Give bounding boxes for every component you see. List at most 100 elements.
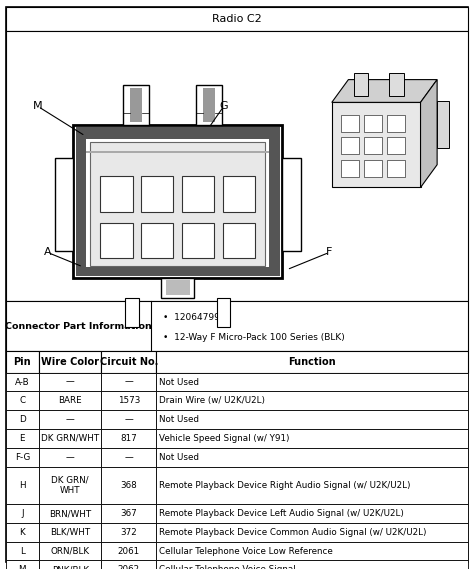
Bar — [387, 160, 405, 178]
Bar — [6, 351, 39, 373]
Text: 368: 368 — [120, 481, 137, 490]
Text: Remote Playback Device Common Audio Signal (w/ U2K/U2L): Remote Playback Device Common Audio Sign… — [159, 528, 427, 537]
Bar — [6, 7, 468, 31]
Bar — [101, 373, 156, 391]
Bar — [39, 504, 101, 523]
Bar — [6, 448, 39, 467]
Text: J: J — [21, 509, 24, 518]
Bar — [354, 73, 368, 96]
Bar — [101, 560, 156, 569]
Text: Cellular Telephone Voice Signal: Cellular Telephone Voice Signal — [159, 566, 296, 569]
Bar — [123, 85, 149, 125]
Text: E: E — [19, 434, 25, 443]
Bar — [364, 115, 382, 132]
Bar — [156, 467, 468, 504]
Text: Connector Part Information: Connector Part Information — [5, 321, 152, 331]
Text: Cellular Telephone Voice Low Reference: Cellular Telephone Voice Low Reference — [159, 547, 333, 555]
Bar — [39, 542, 101, 560]
Bar — [141, 223, 173, 258]
Bar — [101, 391, 156, 410]
Bar — [6, 391, 39, 410]
Bar — [125, 298, 138, 327]
Bar — [6, 301, 468, 351]
Text: —: — — [124, 453, 133, 461]
Text: M: M — [33, 101, 43, 112]
Bar — [90, 142, 265, 266]
Text: Drain Wire (w/ U2K/U2L): Drain Wire (w/ U2K/U2L) — [159, 397, 265, 405]
Bar — [6, 429, 39, 448]
Bar — [101, 448, 156, 467]
Text: —: — — [124, 378, 133, 386]
Bar — [182, 176, 214, 212]
Bar — [332, 102, 420, 188]
Bar — [101, 410, 156, 429]
Text: M: M — [18, 566, 26, 569]
Text: Function: Function — [288, 357, 336, 367]
Bar — [101, 351, 156, 373]
Text: —: — — [66, 415, 74, 424]
Bar — [196, 85, 222, 125]
Bar — [156, 391, 468, 410]
Bar — [39, 351, 101, 373]
Text: G: G — [219, 101, 228, 112]
Bar — [101, 523, 156, 542]
Text: •  12064799: • 12064799 — [163, 312, 220, 321]
Text: 817: 817 — [120, 434, 137, 443]
Bar — [6, 31, 468, 301]
Text: 2061: 2061 — [118, 547, 140, 555]
Text: A: A — [44, 248, 51, 257]
Text: D: D — [19, 415, 26, 424]
Bar — [130, 88, 142, 122]
Text: BARE: BARE — [58, 397, 82, 405]
Text: Vehicle Speed Signal (w/ Y91): Vehicle Speed Signal (w/ Y91) — [159, 434, 290, 443]
Bar — [6, 560, 39, 569]
Bar — [390, 73, 404, 96]
Text: Remote Playback Device Left Audio Signal (w/ U2K/U2L): Remote Playback Device Left Audio Signal… — [159, 509, 404, 518]
Bar — [6, 504, 39, 523]
Text: Circuit No.: Circuit No. — [100, 357, 158, 367]
Text: 1573: 1573 — [118, 397, 140, 405]
Bar — [156, 542, 468, 560]
Bar — [341, 138, 359, 155]
Bar — [156, 560, 468, 569]
Bar — [39, 410, 101, 429]
Text: F-G: F-G — [15, 453, 30, 461]
Bar — [6, 373, 39, 391]
Bar — [6, 467, 39, 504]
Bar — [39, 560, 101, 569]
Bar — [269, 136, 280, 267]
Text: PNK/BLK: PNK/BLK — [52, 566, 89, 569]
Text: —: — — [66, 378, 74, 386]
Text: •  12-Way F Micro-Pack 100 Series (BLK): • 12-Way F Micro-Pack 100 Series (BLK) — [163, 332, 345, 341]
Bar — [223, 176, 255, 212]
Text: Remote Playback Device Right Audio Signal (w/ U2K/U2L): Remote Playback Device Right Audio Signa… — [159, 481, 410, 490]
Bar — [101, 504, 156, 523]
Text: Not Used: Not Used — [159, 378, 199, 386]
Text: C: C — [19, 397, 26, 405]
Bar — [141, 176, 173, 212]
Bar — [76, 136, 86, 267]
Text: 372: 372 — [120, 528, 137, 537]
Bar — [364, 138, 382, 155]
Bar — [387, 115, 405, 132]
Bar — [156, 429, 468, 448]
Bar — [364, 160, 382, 178]
Text: DK GRN/WHT: DK GRN/WHT — [41, 434, 100, 443]
Bar — [100, 223, 133, 258]
Bar — [39, 373, 101, 391]
Bar — [39, 523, 101, 542]
Bar — [6, 410, 39, 429]
Text: F: F — [326, 248, 333, 257]
Polygon shape — [420, 80, 437, 188]
Text: —: — — [124, 415, 133, 424]
Bar — [6, 542, 39, 560]
Bar — [182, 223, 214, 258]
Text: 2062: 2062 — [118, 566, 140, 569]
Bar — [217, 298, 230, 327]
Bar — [6, 523, 39, 542]
Text: L: L — [20, 547, 25, 555]
Text: Radio C2: Radio C2 — [212, 14, 262, 24]
Bar — [39, 467, 101, 504]
Bar — [101, 467, 156, 504]
Bar — [101, 429, 156, 448]
